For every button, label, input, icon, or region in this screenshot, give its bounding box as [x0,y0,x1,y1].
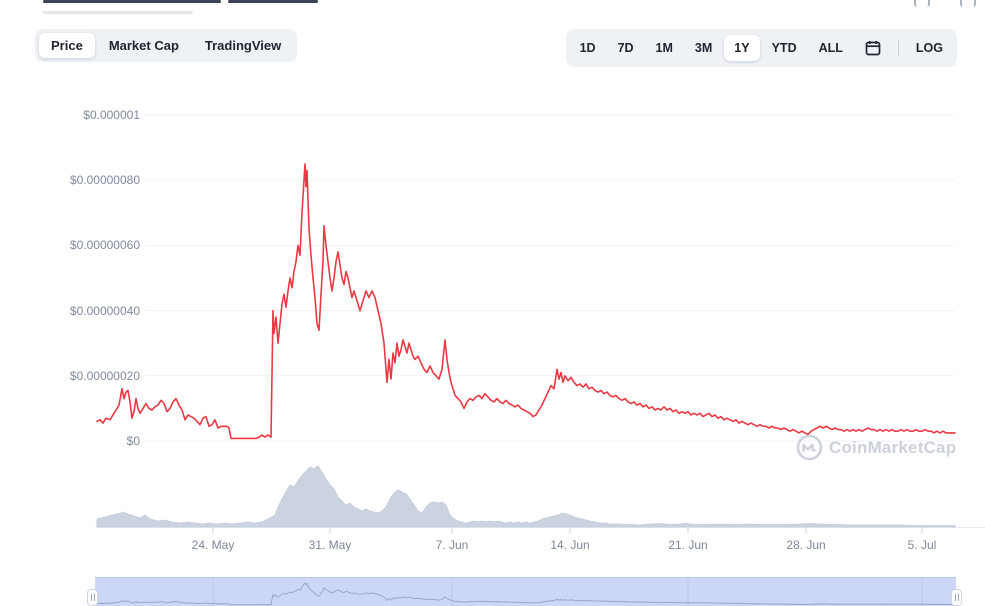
clipped-page-title-2 [228,0,318,3]
y-axis-tick-label: $0.00000060 [69,238,140,253]
chart-type-tabs: Price Market Cap TradingView [35,29,298,62]
chart-type-tab-tradingview[interactable]: TradingView [193,33,293,58]
range-navigator[interactable] [95,577,956,606]
divider [897,39,899,57]
range-tab-1m[interactable]: 1M [646,35,683,62]
settings-icon[interactable] [960,0,976,7]
fullscreen-icon[interactable] [914,0,930,7]
y-axis-tick-label: $0.000001 [83,108,140,122]
navigator-left-handle[interactable] [87,589,98,606]
watermark-text: CoinMarketCap [829,437,957,457]
chart-controls: Price Market Cap TradingView 1D 7D 1M 3M 1Y YTD… [35,29,957,67]
x-axis-tick-label: 7. Jun [435,538,469,552]
clipped-page-subtitle [43,11,193,14]
y-axis-tick-label: $0.00000040 [69,303,140,318]
coinmarketcap-watermark: CoinMarketCap [796,434,956,461]
x-axis-tick-label: 31. May [308,538,352,552]
navigator-right-handle[interactable] [951,589,962,606]
y-axis-tick-label: $0 [126,434,140,448]
range-tab-ytd[interactable]: YTD [762,35,807,62]
y-axis-tick-label: $0.00000020 [69,368,140,383]
range-tab-1d[interactable]: 1D [570,35,606,62]
log-scale-button[interactable]: LOG [906,35,953,62]
range-tab-7d[interactable]: 7D [608,35,644,62]
chart-type-tab-market-cap[interactable]: Market Cap [97,33,191,58]
chart-type-tab-price[interactable]: Price [39,33,95,58]
x-axis-tick-label: 14. Jun [550,538,590,552]
y-axis-tick-label: $0.00000080 [69,173,140,188]
x-axis-tick-label: 24. May [191,538,235,552]
x-axis-tick-label: 28. Jun [786,538,826,552]
x-axis-tick-label: 5. Jul [907,538,937,552]
coinmarketcap-logo-icon [796,434,823,461]
date-range-tabs: 1D 7D 1M 3M 1Y YTD ALL LOG [565,29,957,67]
range-tab-all[interactable]: ALL [809,35,853,62]
range-tab-1y[interactable]: 1Y [724,34,760,62]
clipped-page-title [43,0,221,3]
x-axis-tick-label: 21. Jun [668,538,708,552]
navigator-mini-chart [96,578,955,606]
calendar-icon[interactable] [855,33,891,63]
range-tab-3m[interactable]: 3M [685,35,722,62]
